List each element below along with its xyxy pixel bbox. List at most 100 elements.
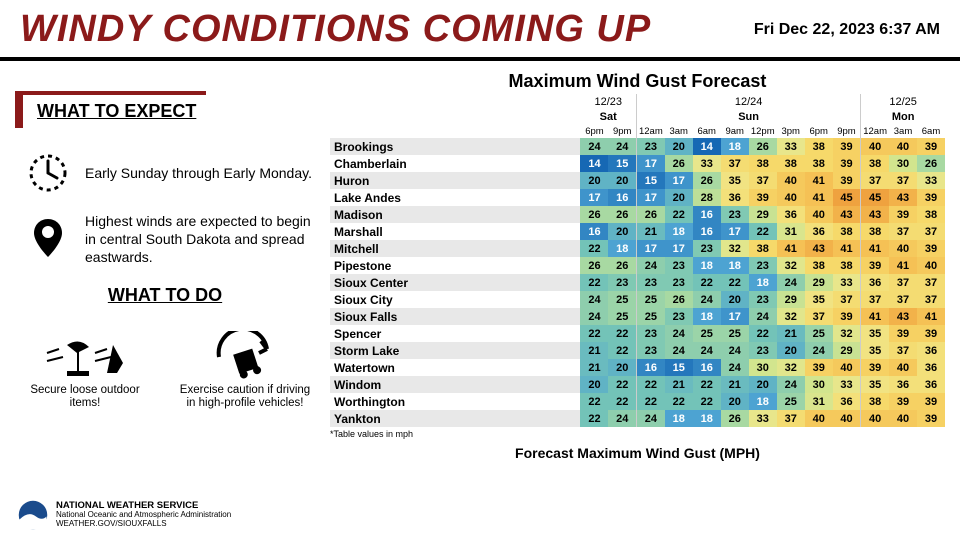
- gust-value: 22: [749, 223, 777, 240]
- gust-value: 24: [693, 342, 721, 359]
- col-hour: 3am: [889, 124, 917, 138]
- gust-value: 32: [777, 308, 805, 325]
- gust-value: 39: [833, 172, 861, 189]
- gust-value: 23: [721, 206, 749, 223]
- gust-value: 37: [889, 274, 917, 291]
- gust-value: 17: [636, 240, 664, 257]
- city-cell: Worthington: [330, 393, 580, 410]
- gust-value: 37: [917, 291, 945, 308]
- table-row: Yankton22242418182633374040404039: [330, 410, 945, 427]
- gust-value: 24: [777, 376, 805, 393]
- gust-value: 32: [833, 325, 861, 342]
- gust-value: 39: [861, 257, 889, 274]
- gust-value: 36: [917, 342, 945, 359]
- gust-value: 20: [608, 223, 636, 240]
- city-cell: Sioux City: [330, 291, 580, 308]
- col-date: 12/23: [580, 94, 636, 109]
- gust-value: 22: [636, 393, 664, 410]
- table-row: Windom20222221222120243033353636: [330, 376, 945, 393]
- table-row: Storm Lake21222324242423202429353736: [330, 342, 945, 359]
- gust-value: 25: [636, 291, 664, 308]
- col-hour: 3am: [665, 124, 693, 138]
- gust-value: 29: [833, 342, 861, 359]
- gust-value: 35: [861, 325, 889, 342]
- gust-value: 39: [917, 138, 945, 155]
- gust-value: 38: [861, 155, 889, 172]
- gust-value: 41: [861, 240, 889, 257]
- gust-value: 15: [665, 359, 693, 376]
- gust-value: 20: [749, 376, 777, 393]
- gust-value: 37: [805, 308, 833, 325]
- gust-value: 39: [749, 189, 777, 206]
- gust-value: 40: [833, 359, 861, 376]
- gust-value: 18: [665, 223, 693, 240]
- gust-value: 35: [721, 172, 749, 189]
- city-cell: Watertown: [330, 359, 580, 376]
- table-row: Lake Andes17161720283639404145454339: [330, 189, 945, 206]
- gust-value: 16: [693, 206, 721, 223]
- gust-value: 24: [636, 257, 664, 274]
- driving-caution-icon: [213, 332, 277, 380]
- gust-value: 17: [636, 189, 664, 206]
- gust-value: 24: [749, 308, 777, 325]
- gust-value: 40: [805, 410, 833, 427]
- todo-text-2: Exercise caution if driving in high-prof…: [175, 384, 315, 412]
- table-row: Pipestone26262423181823323838394140: [330, 257, 945, 274]
- gust-value: 32: [721, 240, 749, 257]
- table-row: Marshall16202118161722313638383737: [330, 223, 945, 240]
- gust-value: 24: [608, 138, 636, 155]
- gust-value: 20: [721, 291, 749, 308]
- gust-value: 20: [665, 138, 693, 155]
- gust-value: 37: [917, 274, 945, 291]
- table-row: Chamberlain14151726333738383839383026: [330, 155, 945, 172]
- gust-value: 18: [721, 138, 749, 155]
- gust-value: 40: [889, 359, 917, 376]
- gust-value: 16: [636, 359, 664, 376]
- gust-value: 22: [693, 376, 721, 393]
- gust-value: 16: [693, 223, 721, 240]
- gust-value: 39: [833, 155, 861, 172]
- gust-value: 39: [889, 393, 917, 410]
- gust-value: 36: [777, 206, 805, 223]
- gust-value: 18: [693, 308, 721, 325]
- gust-value: 39: [917, 410, 945, 427]
- gust-value: 21: [721, 376, 749, 393]
- gust-value: 14: [693, 138, 721, 155]
- gust-value: 14: [580, 155, 608, 172]
- gust-value: 29: [777, 291, 805, 308]
- gust-value: 18: [608, 240, 636, 257]
- gust-value: 38: [861, 393, 889, 410]
- gust-value: 22: [580, 393, 608, 410]
- gust-value: 22: [665, 393, 693, 410]
- gust-value: 39: [861, 359, 889, 376]
- col-day: Mon: [861, 109, 945, 124]
- gust-value: 32: [777, 257, 805, 274]
- gust-value: 38: [917, 206, 945, 223]
- gust-value: 40: [833, 410, 861, 427]
- table-row: Huron20201517263537404139373733: [330, 172, 945, 189]
- gust-value: 38: [749, 155, 777, 172]
- gust-value: 36: [805, 223, 833, 240]
- table-subtitle: Forecast Maximum Wind Gust (MPH): [330, 445, 945, 461]
- table-row: Sioux Falls24252523181724323739414341: [330, 308, 945, 325]
- table-row: Spencer22222324252522212532353939: [330, 325, 945, 342]
- gust-value: 41: [805, 189, 833, 206]
- gust-value: 37: [917, 223, 945, 240]
- table-row: Madison26262622162329364043433938: [330, 206, 945, 223]
- table-row: Brookings24242320141826333839404039: [330, 138, 945, 155]
- gust-value: 24: [608, 410, 636, 427]
- gust-value: 15: [608, 155, 636, 172]
- gust-value: 23: [636, 138, 664, 155]
- gust-value: 35: [861, 342, 889, 359]
- gust-value: 40: [777, 172, 805, 189]
- col-hour: 6pm: [580, 124, 608, 138]
- gust-value: 36: [721, 189, 749, 206]
- gust-value: 36: [917, 376, 945, 393]
- gust-value: 40: [861, 138, 889, 155]
- gust-value: 22: [580, 274, 608, 291]
- gust-value: 20: [580, 376, 608, 393]
- gust-value: 25: [608, 308, 636, 325]
- gust-value: 20: [721, 393, 749, 410]
- gust-value: 38: [833, 257, 861, 274]
- gust-value: 25: [636, 308, 664, 325]
